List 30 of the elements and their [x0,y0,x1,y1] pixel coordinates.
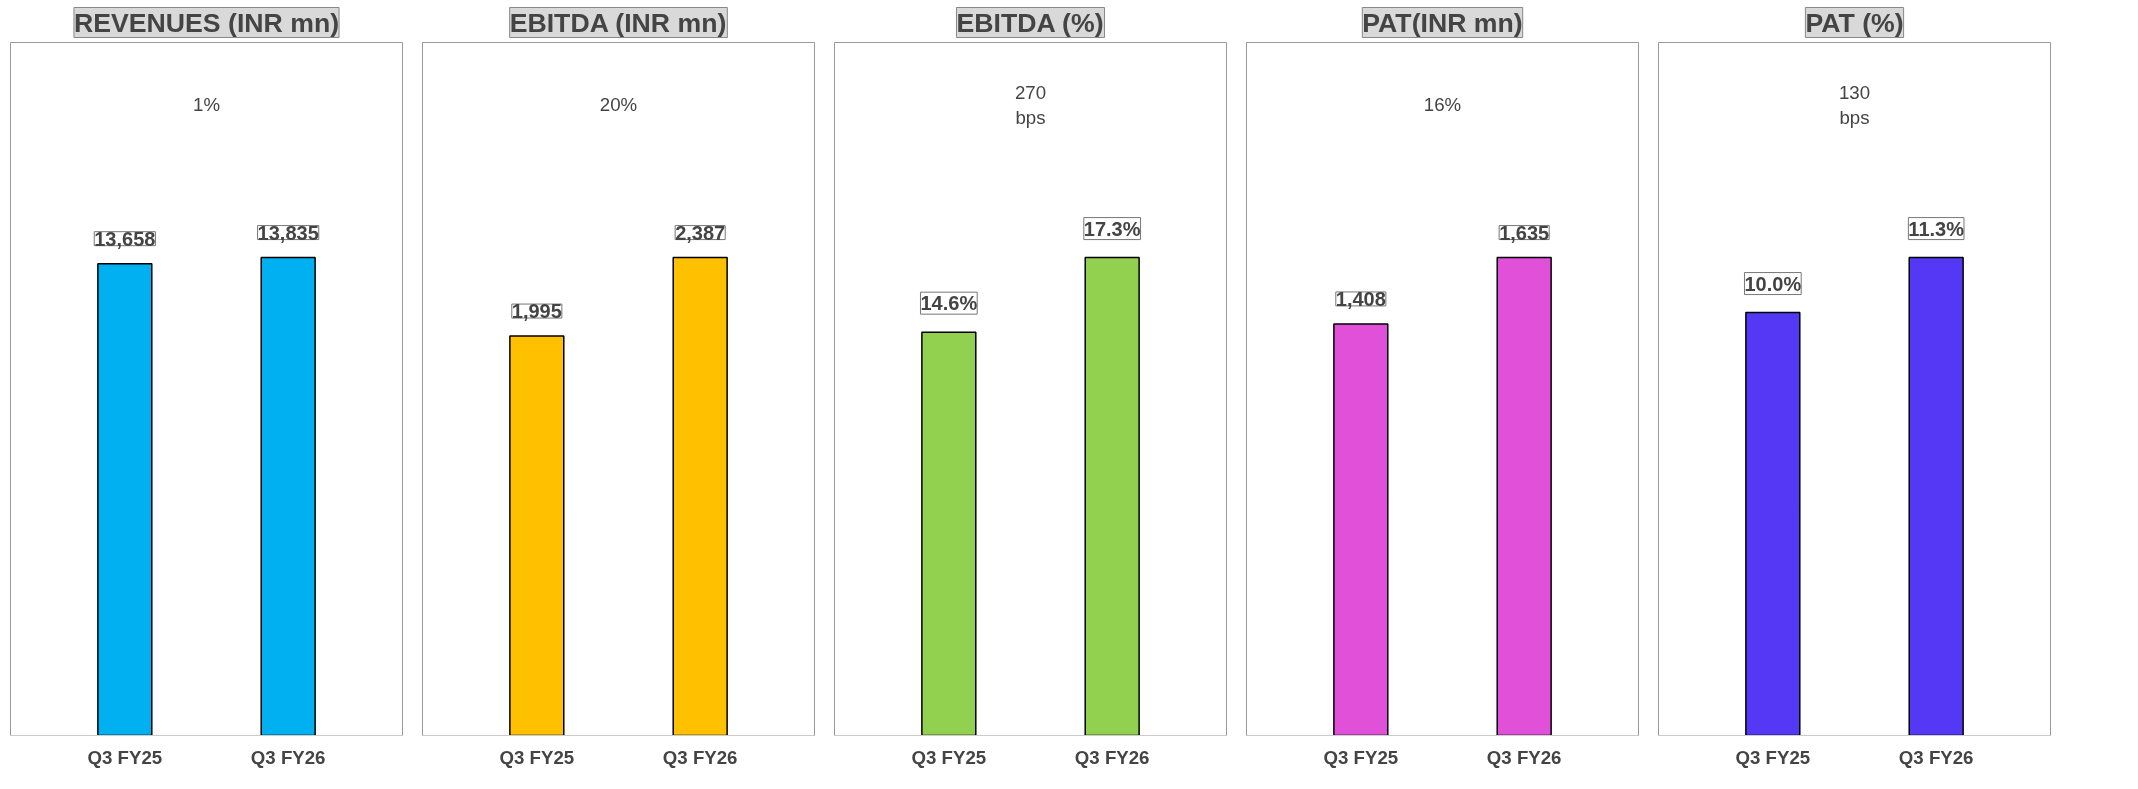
data-label: 10.0% [1744,272,1802,295]
x-tick-label: Q3 FY25 [87,746,163,768]
data-label: 14.6% [920,292,978,315]
chart-title: EBITDA (%) [956,7,1104,38]
x-tick-label: Q3 FY26 [1074,746,1150,768]
x-tick-label: Q3 FY26 [1486,746,1562,768]
data-label: 11.3% [1908,217,1965,240]
chart-title: EBITDA (INR mn) [509,7,727,38]
data-label: 13,658 [94,227,156,250]
x-tick-label: Q3 FY25 [1735,746,1811,768]
data-label: 1,635 [1499,221,1550,244]
data-label: 2,387 [675,221,726,244]
text: 270 bps [1014,81,1047,128]
text: 20% [599,94,638,116]
text: 16% [1423,94,1462,116]
data-label: 17.3% [1083,217,1141,240]
x-tick-label: Q3 FY26 [250,746,326,768]
x-tick-label: Q3 FY26 [662,746,738,768]
text: 1% [193,94,220,116]
data-label: 13,835 [257,221,319,244]
x-tick-label: Q3 FY25 [499,746,575,768]
chart-title: PAT (%) [1805,7,1904,38]
x-tick-label: Q3 FY25 [1323,746,1399,768]
data-label: 1,408 [1335,287,1386,310]
data-label: 1,995 [511,300,562,323]
text: 130 bps [1838,81,1871,128]
x-tick-label: Q3 FY26 [1898,746,1974,768]
chart-title: PAT(INR mn) [1362,7,1523,38]
chart-title: REVENUES (INR mn) [73,7,340,38]
x-tick-label: Q3 FY25 [911,746,987,768]
